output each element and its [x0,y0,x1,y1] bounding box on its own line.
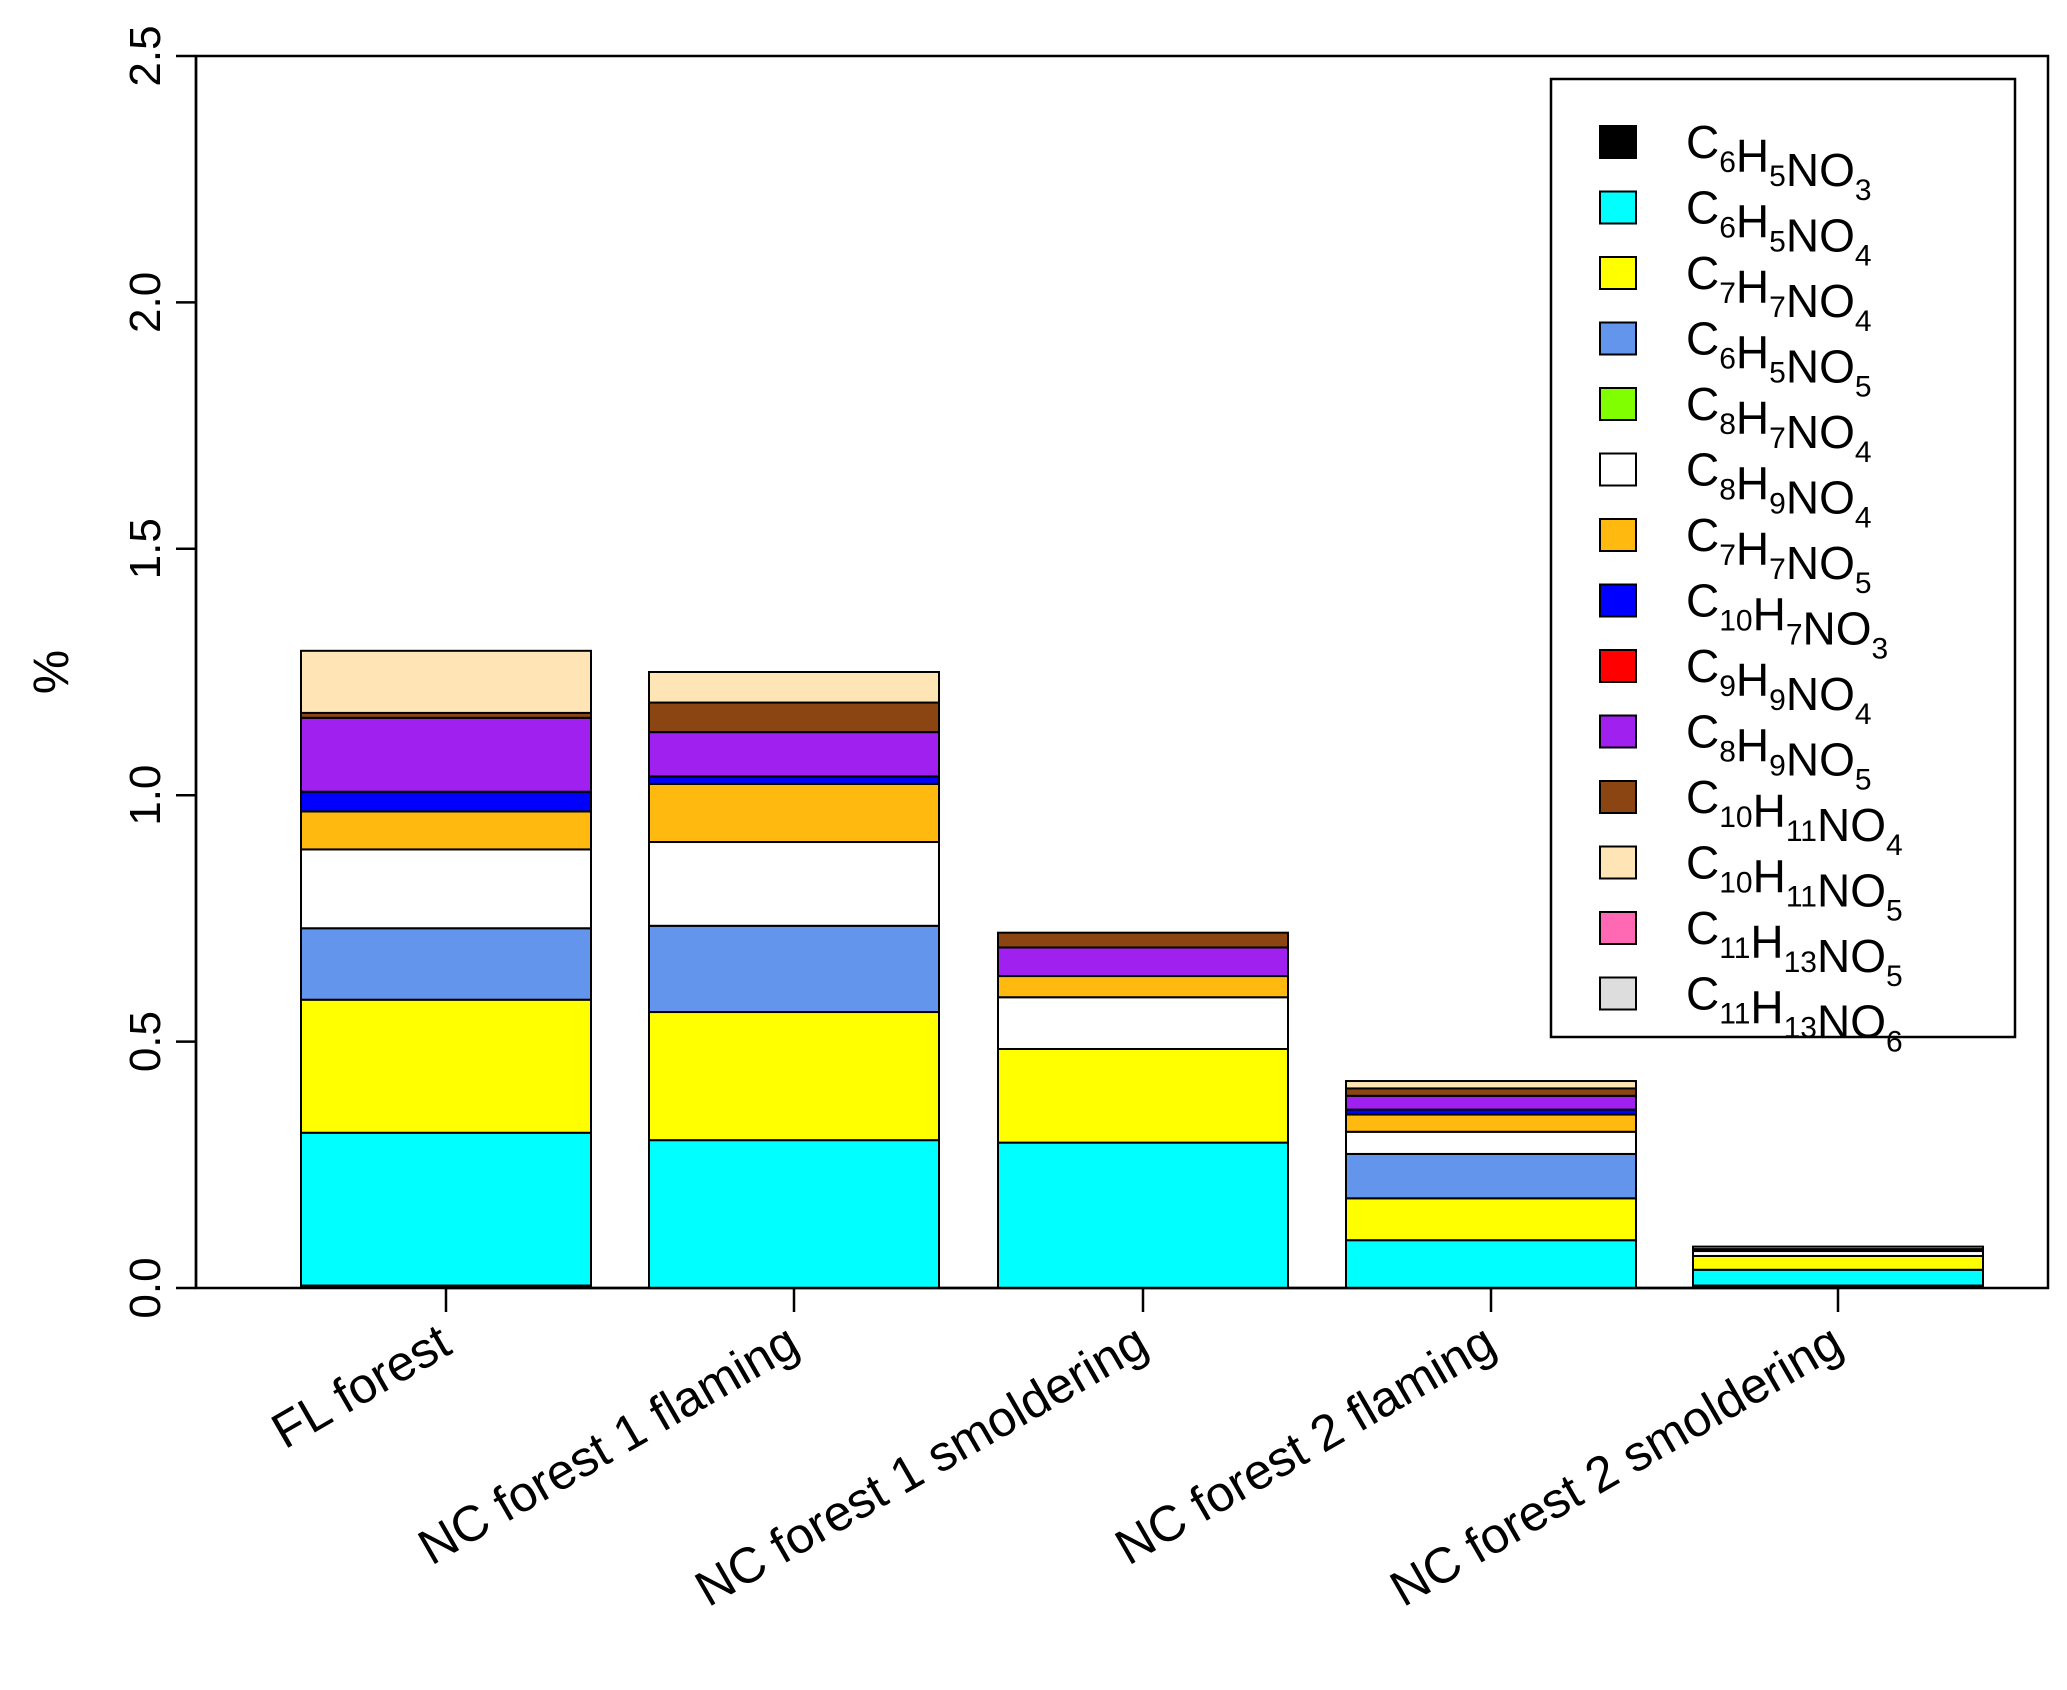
legend-swatch [1599,190,1637,225]
legend-label: C8H9NO4 [1686,444,1872,535]
legend-label: C6H5NO3 [1686,116,1872,207]
bar-segment [300,998,592,1134]
bar-stack [1692,1245,1984,1290]
legend-swatch [1599,976,1637,1011]
legend-swatch [1599,125,1637,159]
bar-segment [1345,1239,1637,1289]
y-tick-label: 0.0 [121,1257,170,1318]
bars-group [300,649,1984,1290]
legend-item: C6H5NO4 [1599,182,1872,273]
bar-segment [997,946,1289,978]
bar-segment [648,782,940,844]
legend-label: C6H5NO4 [1686,182,1872,273]
legend-label: C10H7NO3 [1686,575,1888,666]
legend-label: C11H13NO6 [1686,968,1903,1059]
bar-segment [1345,1152,1637,1200]
legend-swatch [1599,583,1637,618]
legend-label: C10H11NO5 [1686,837,1903,928]
legend-label: C7H7NO5 [1686,509,1872,600]
legend-item: C8H7NO4 [1599,378,1872,469]
bar-segment [1345,1094,1637,1111]
bar-segment [648,775,940,785]
bar-segment [300,649,592,714]
legend-item: C9H9NO4 [1599,640,1872,731]
legend-item: C10H11NO4 [1599,771,1903,862]
legend-label: C6H5NO5 [1686,313,1872,404]
bar-segment [997,1047,1289,1144]
legend-label: C11H13NO5 [1686,902,1903,993]
legend-label: C9H9NO4 [1686,640,1872,731]
x-tick-label: FL forest [262,1313,459,1459]
bar-stack [997,931,1289,1290]
y-tick-label: 2.5 [121,25,170,86]
legend-swatch [1599,518,1637,552]
bar-segment [1345,1080,1637,1090]
bar-segment [997,1141,1289,1290]
y-axis-label: % [23,650,79,694]
bar-stack [648,671,940,1290]
bar-segment [648,924,940,1014]
bar-segment [648,1139,940,1290]
legend-swatch [1599,911,1637,945]
legend-swatch [1599,452,1637,487]
y-tick-label: 1.5 [121,518,170,579]
legend-swatch [1599,649,1637,683]
bar-segment [648,731,940,778]
bar-segment [648,841,940,927]
legend-swatch [1599,387,1637,421]
legend-label: C10H11NO4 [1686,771,1903,862]
legend-swatch [1599,321,1637,356]
legend-item: C8H9NO4 [1599,444,1872,535]
y-tick-label: 2.0 [121,272,170,333]
y-tick-label: 0.5 [121,1011,170,1072]
bar-segment [997,931,1289,949]
legend-item: C7H7NO4 [1599,247,1872,338]
legend-item: C11H13NO6 [1599,968,1903,1059]
bar-segment [997,996,1289,1050]
legend-item: C8H9NO5 [1599,706,1872,797]
bar-segment [1345,1197,1637,1242]
bar-segment [1692,1268,1984,1287]
bar-segment [1345,1087,1637,1097]
bar-segment [300,790,592,813]
bar-segment [300,810,592,851]
bar-stack [300,649,592,1290]
legend-label: C8H9NO5 [1686,706,1872,797]
bar-segment [648,1011,940,1142]
legend-swatch [1599,845,1637,880]
legend-item: C11H13NO5 [1599,902,1903,993]
bar-segment [648,671,940,704]
bar-segment [300,927,592,1001]
bar-segment [300,716,592,793]
legend-item: C7H7NO5 [1599,509,1872,600]
y-axis: 0.0 0.5 1.0 1.5 2.0 2.5 [121,25,198,1319]
legend-swatch [1599,780,1637,814]
legend-item: C6H5NO3 [1599,116,1872,207]
legend-label: C8H7NO4 [1686,378,1872,469]
legend-item: C6H5NO5 [1599,313,1872,404]
bar-segment [1692,1245,1984,1251]
bar-segment [1345,1130,1637,1155]
bar-segment [997,975,1289,999]
legend-label: C7H7NO4 [1686,247,1872,338]
bar-segment [1345,1113,1637,1133]
bar-segment [1692,1254,1984,1271]
legend-item: C10H7NO3 [1599,575,1888,666]
legend-swatch [1599,714,1637,749]
bar-segment [648,701,940,734]
bar-stack [1345,1080,1637,1289]
legend-swatch [1599,256,1637,290]
legend: C6H5NO3C6H5NO4C7H7NO4C6H5NO5C8H7NO4C8H9N… [1549,77,2017,1059]
y-tick-label: 1.0 [121,765,170,826]
bar-segment [300,1131,592,1287]
bar-segment [300,848,592,930]
legend-item: C10H11NO5 [1599,837,1903,928]
